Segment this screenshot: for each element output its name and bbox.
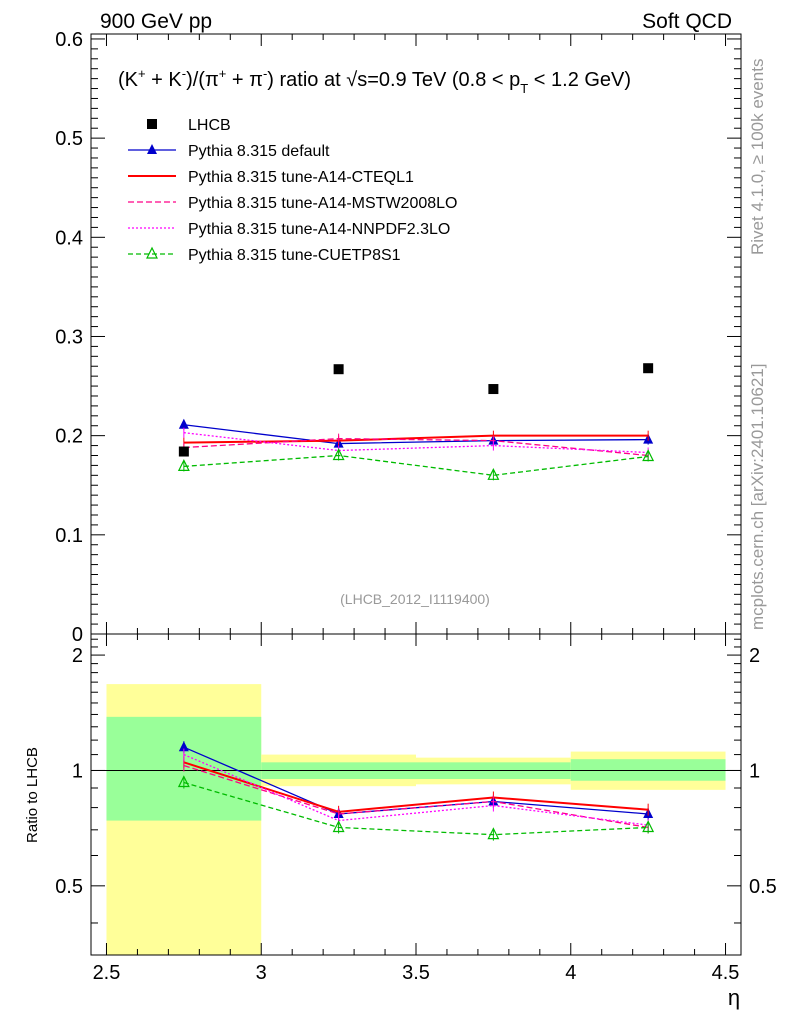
main-series [177, 363, 655, 481]
main-line-0 [183, 424, 649, 445]
ratio-ytick-label-left-1: 1 [72, 760, 83, 782]
legend-label-data: LHCB [188, 117, 231, 134]
main-ytick-label-5: 0.5 [55, 128, 83, 150]
chart-title: (K+ + K-)/(π+ + π-) ratio at √s=0.9 TeV … [118, 66, 631, 96]
x-tick-label-1: 3 [256, 962, 267, 984]
data-point-2 [488, 384, 499, 395]
x-tick-label-4: 4.5 [712, 962, 740, 984]
legend: LHCB Pythia 8.315 default Pythia 8.315 tun… [128, 117, 457, 264]
ratio-bands [106, 684, 726, 955]
ratio-plot-frame: 0.5 0.5 1 1 2 2 2.5 3 3.5 4 4.5 [55, 633, 777, 984]
ratio-line-1 [183, 761, 649, 813]
ratio-point-4-0 [177, 775, 190, 788]
side-label-bottom: mcplots.cern.ch [arXiv:2401.10621] [748, 364, 767, 630]
legend-marker-data [147, 119, 157, 129]
ratio-point-4-3 [642, 820, 655, 833]
ratio-series [177, 741, 655, 841]
main-point-4-1 [332, 448, 345, 461]
header-left: 900 GeV pp [100, 10, 212, 33]
main-point-0-0 [178, 418, 189, 429]
ratio-ytick-label-left-0: 0.5 [55, 876, 83, 898]
main-point-4-2 [487, 467, 500, 480]
ratio-ytick-label-right-0: 0.5 [749, 876, 777, 898]
legend-label-4: Pythia 8.315 tune-CUETP8S1 [188, 247, 401, 264]
main-line-4 [183, 454, 649, 476]
x-tick-label-3: 4 [565, 962, 576, 984]
ratio-ytick-label-left-2: 2 [72, 645, 83, 667]
main-point-4-3 [642, 449, 655, 462]
data-point-0 [178, 446, 189, 457]
main-ytick-label-3: 0.3 [55, 326, 83, 348]
main-ytick-label-0: 0 [72, 624, 83, 646]
ratio-line-3 [183, 753, 649, 826]
legend-label-2: Pythia 8.315 tune-A14-MSTW2008LO [188, 195, 457, 212]
watermark: (LHCB_2012_I1119400) [340, 591, 490, 607]
data-point-3 [643, 363, 654, 374]
x-tick-label-0: 2.5 [93, 962, 121, 984]
ratio-ytick-label-right-2: 2 [749, 645, 760, 667]
ratio-point-0-0 [178, 741, 189, 752]
ratio-point-4-2 [487, 827, 500, 840]
main-ytick-label-4: 0.4 [55, 227, 83, 249]
header-right: Soft QCD [642, 10, 732, 33]
main-ytick-label-2: 0.2 [55, 426, 83, 448]
main-ytick-label-6: 0.6 [55, 29, 83, 51]
main-point-4-0 [177, 459, 190, 471]
ratio-point-4-1 [332, 820, 345, 833]
data-point-1 [333, 364, 344, 375]
main-line-3 [183, 432, 649, 454]
y-axis-label-ratio: Ratio to LHCB [24, 747, 41, 843]
legend-label-0: Pythia 8.315 default [188, 143, 330, 160]
side-label-top: Rivet 4.1.0, ≥ 100k events [748, 59, 767, 255]
legend-marker-4 [146, 246, 158, 259]
x-axis-label: η [728, 985, 740, 1010]
main-plot-frame: 0 0.1 0.2 0.3 0.4 0.5 0.6 [55, 29, 742, 646]
legend-label-3: Pythia 8.315 tune-A14-NNPDF2.3LO [188, 221, 450, 238]
ratio-ytick-label-right-1: 1 [749, 760, 760, 782]
ratio-line-4 [183, 781, 649, 836]
legend-label-1: Pythia 8.315 tune-A14-CTEQL1 [188, 169, 414, 186]
main-ytick-label-1: 0.1 [55, 525, 83, 547]
x-tick-label-2: 3.5 [402, 962, 430, 984]
legend-marker-0 [147, 144, 157, 154]
main-line-2 [183, 437, 649, 457]
ratio-line-2 [183, 764, 649, 829]
